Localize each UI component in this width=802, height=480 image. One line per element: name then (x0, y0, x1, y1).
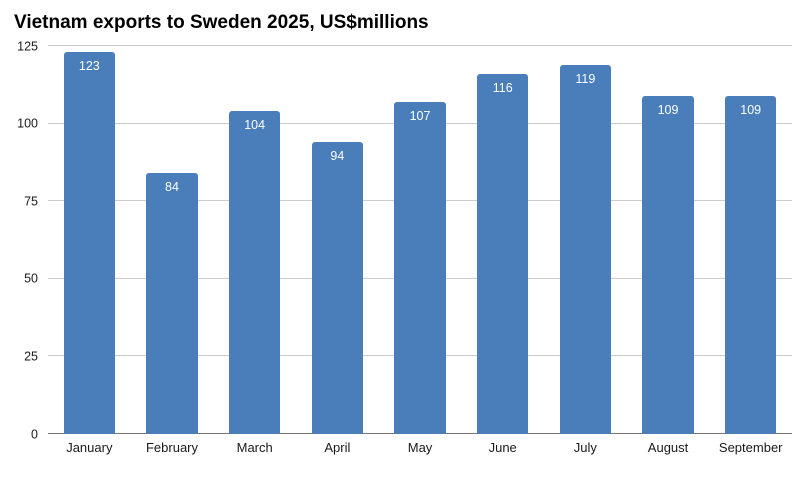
x-tick-label: January (66, 440, 113, 455)
bar-slot: 104 (213, 46, 296, 434)
bar-september[interactable]: 109 (725, 95, 777, 434)
bar-slot: 109 (709, 46, 792, 434)
bar-february[interactable]: 84 (146, 173, 198, 434)
bar-june[interactable]: 116 (477, 73, 529, 434)
bar-march[interactable]: 104 (229, 111, 281, 434)
bar-slot: 116 (461, 46, 544, 434)
bar-value-label: 109 (740, 102, 762, 117)
x-tick-label: May (407, 440, 433, 455)
bar-august[interactable]: 109 (642, 95, 694, 434)
bar-value-label: 123 (78, 59, 100, 74)
y-tick-label: 50 (24, 271, 38, 286)
chart-area: 0 25 50 75 100 125 123 84 104 94 107 116 119 109 109 … (17, 40, 792, 455)
y-tick-label: 0 (31, 426, 38, 441)
bar-slot: 84 (131, 46, 214, 434)
x-tick-label: June (488, 440, 517, 455)
y-tick-label: 100 (17, 116, 38, 131)
bar-slot: 109 (627, 46, 710, 434)
bar-value-label: 116 (492, 80, 513, 95)
bar-slot: 123 (48, 46, 131, 434)
x-tick-label: July (573, 440, 597, 455)
chart-title: Vietnam exports to Sweden 2025, US$milli… (14, 12, 429, 33)
bar-april[interactable]: 94 (311, 142, 363, 434)
y-tick-label: 125 (17, 38, 38, 53)
bar-value-label: 94 (330, 149, 345, 164)
x-tick-label: February (145, 440, 199, 455)
bar-january[interactable]: 123 (63, 52, 115, 434)
bar-slot: 107 (379, 46, 462, 434)
x-tick-label: September (718, 440, 783, 455)
bar-slot: 119 (544, 46, 627, 434)
x-tick-label: March (236, 440, 273, 455)
x-tick-label: April (324, 440, 351, 455)
bar-value-label: 107 (409, 108, 431, 123)
bar-value-label: 109 (657, 102, 679, 117)
bar-value-label: 119 (575, 71, 596, 86)
bars: 123 84 104 94 107 116 119 109 109 (48, 46, 792, 434)
bar-value-label: 104 (244, 118, 266, 133)
grid-line (48, 45, 792, 46)
bar-july[interactable]: 119 (559, 64, 611, 434)
y-tick-label: 25 (24, 349, 38, 364)
x-tick-label: August (647, 440, 689, 455)
y-tick-label: 75 (24, 193, 38, 208)
x-labels: January February March April May June July Augu… (48, 440, 792, 455)
plot-area: 0 25 50 75 100 125 123 84 104 94 107 116 119 109 109 (17, 40, 792, 440)
bar-may[interactable]: 107 (394, 101, 446, 434)
bar-slot: 94 (296, 46, 379, 434)
bar-value-label: 84 (165, 180, 179, 195)
